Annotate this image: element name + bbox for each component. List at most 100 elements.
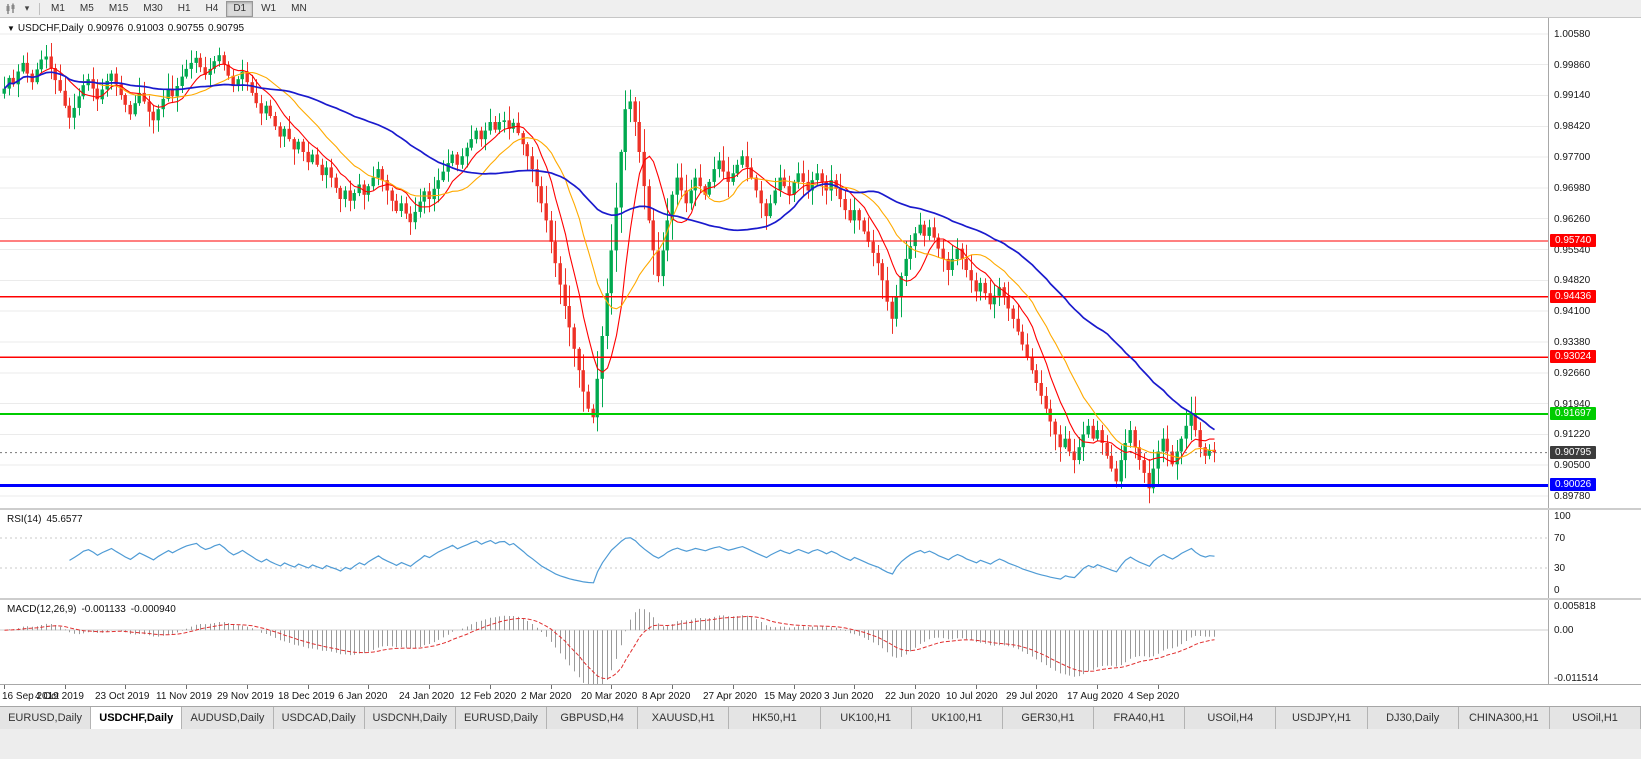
time-axis-label: 4 Oct 2019 (35, 691, 84, 702)
time-axis-label: 4 Sep 2020 (1128, 691, 1180, 702)
time-axis-tick (490, 685, 491, 689)
macd-indicator-value: -0.001133 (81, 604, 126, 615)
time-axis-tick (976, 685, 977, 689)
chart-tab-usoil-h4-13[interactable]: USOil,H4 (1185, 707, 1277, 729)
price-axis-label: 1.00580 (1554, 29, 1591, 40)
time-axis-label: 10 Jul 2020 (946, 691, 998, 702)
time-axis-label: 20 Mar 2020 (581, 691, 638, 702)
chart-tab-xauusd-h1-7[interactable]: XAUUSD,H1 (638, 707, 730, 729)
time-axis-label: 29 Nov 2019 (217, 691, 274, 702)
macd-signal-value: -0.000940 (130, 604, 176, 615)
rsi-label: RSI(14) 45.6577 (7, 514, 88, 525)
ohlc-open: 0.90976 (87, 23, 124, 34)
macd-chart[interactable] (0, 600, 1548, 684)
chart-marker-icon: ▼ (7, 24, 15, 33)
rsi-pane[interactable]: RSI(14) 45.6577 (0, 510, 1548, 598)
price-axis-label: 0.91940 (1554, 399, 1591, 410)
time-axis-tick (65, 685, 66, 689)
price-axis-label: 0.95540 (1554, 245, 1591, 256)
chart-tab-fra40-h1-12[interactable]: FRA40,H1 (1094, 707, 1186, 729)
chart-tab-ger30-h1-11[interactable]: GER30,H1 (1002, 707, 1095, 729)
time-axis-tick (551, 685, 552, 689)
chart-tab-uk100-h1-10[interactable]: UK100,H1 (911, 707, 1003, 729)
chart-tab-usoil-h1-17[interactable]: USOil,H1 (1549, 707, 1641, 729)
time-axis-label: 8 Apr 2020 (642, 691, 691, 702)
timeframe-button-w1[interactable]: W1 (261, 2, 277, 14)
rsi-chart[interactable] (0, 510, 1548, 598)
timeframe-toolbar: ▾ M1 M5 M15 M30 H1 H4 D1 W1 MN (0, 0, 1641, 18)
timeframe-button-m30[interactable]: M30 (143, 2, 163, 14)
time-axis-label: 12 Feb 2020 (460, 691, 517, 702)
chart-tab-china300-h1-16[interactable]: CHINA300,H1 (1458, 707, 1550, 729)
macd-axis-label: 0.005818 (1554, 601, 1596, 612)
price-axis-label: 0.98420 (1554, 121, 1591, 132)
time-axis-tick (247, 685, 248, 689)
chart-tab-usdchf-daily-1[interactable]: USDCHF,Daily (91, 707, 183, 729)
macd-axis-label: 0.00 (1554, 625, 1574, 636)
level-price-label: 0.91697 (1550, 407, 1597, 420)
chevron-down-icon[interactable]: ▾ (24, 3, 30, 13)
chart-tab-dj30-daily-15[interactable]: DJ30,Daily (1367, 707, 1459, 729)
price-axis-label: 0.92660 (1554, 368, 1591, 379)
time-axis-tick (611, 685, 612, 689)
timeframe-button-group: M1 M5 M15 M30 H1 H4 D1 W1 MN (44, 0, 314, 17)
symbol-name: USDCHF,Daily (17, 23, 84, 34)
chart-tab-usdjpy-h1-14[interactable]: USDJPY,H1 (1276, 707, 1368, 729)
time-axis-label: 22 Jun 2020 (885, 691, 941, 702)
price-axis-label: 0.94100 (1554, 306, 1591, 317)
chart-tab-hk50-h1-8[interactable]: HK50,H1 (729, 707, 821, 729)
price-axis-label: 0.97700 (1554, 152, 1591, 163)
pane-divider[interactable] (0, 508, 1641, 510)
macd-pane[interactable]: MACD(12,26,9) -0.001133 -0.000940 (0, 600, 1548, 684)
time-axis-tick (125, 685, 126, 689)
time-axis-tick (794, 685, 795, 689)
time-axis-label: 6 Jan 2020 (338, 691, 388, 702)
timeframe-button-h4[interactable]: H4 (205, 2, 219, 14)
candlestick-icon (6, 3, 15, 14)
time-axis-label: 23 Oct 2019 (95, 691, 150, 702)
timeframe-button-m1[interactable]: M1 (51, 2, 65, 14)
timeframe-button-h1[interactable]: H1 (177, 2, 191, 14)
timeframe-button-m5[interactable]: M5 (79, 2, 94, 14)
chart-tab-eurusd-daily-0[interactable]: EURUSD,Daily (0, 707, 92, 729)
rsi-indicator-name: RSI(14) (7, 514, 42, 525)
price-axis-label: 0.91220 (1554, 429, 1591, 440)
time-axis-label: 16 Sep 2019 (2, 691, 59, 702)
time-axis-tick (4, 685, 5, 689)
time-axis-label: 15 May 2020 (764, 691, 822, 702)
time-axis-tick (672, 685, 673, 689)
time-axis-tick (308, 685, 309, 689)
chart-tab-gbpusd-h4-6[interactable]: GBPUSD,H4 (547, 707, 639, 729)
time-axis-label: 11 Nov 2019 (156, 691, 212, 702)
candlestick-chart[interactable] (0, 18, 1548, 508)
rsi-indicator-value: 45.6577 (46, 514, 83, 525)
time-axis-tick (1097, 685, 1098, 689)
level-price-label: 0.95740 (1550, 234, 1597, 247)
price-axis-label: 0.89780 (1554, 491, 1591, 502)
chart-tab-usdcnh-daily-4[interactable]: USDCNH,Daily (364, 707, 456, 729)
macd-label: MACD(12,26,9) -0.001133 -0.000940 (7, 604, 181, 615)
price-axis[interactable]: 1.00580 0.99860 0.99140 0.98420 0.97700 0.969… (1548, 18, 1641, 684)
time-axis-tick (429, 685, 430, 689)
chart-tab-usdcad-daily-3[interactable]: USDCAD,Daily (273, 707, 365, 729)
pane-divider[interactable] (0, 598, 1641, 600)
time-axis-label: 29 Jul 2020 (1006, 691, 1058, 702)
time-axis-label: 17 Aug 2020 (1067, 691, 1124, 702)
chart-tab-uk100-h1-9[interactable]: UK100,H1 (820, 707, 912, 729)
timeframe-button-d1[interactable]: D1 (226, 0, 254, 17)
price-axis-label: 0.99140 (1554, 90, 1591, 101)
toolbar-separator (39, 2, 40, 15)
ohlc-close: 0.90795 (207, 23, 245, 34)
ohlc-low: 0.90755 (167, 23, 204, 34)
macd-indicator-name: MACD(12,26,9) (7, 604, 77, 615)
price-chart-pane[interactable]: ▼ USDCHF,Daily 0.90976 0.91003 0.90755 0.9079… (0, 18, 1548, 508)
chart-tab-audusd-daily-2[interactable]: AUDUSD,Daily (182, 707, 274, 729)
price-axis-label: 0.94820 (1554, 275, 1591, 286)
price-axis-label: 0.99860 (1554, 60, 1591, 71)
time-axis[interactable]: 16 Sep 2019 4 Oct 2019 23 Oct 2019 11 Nov 2… (0, 684, 1641, 706)
timeframe-button-m15[interactable]: M15 (108, 2, 129, 14)
level-price-label: 0.90026 (1550, 478, 1597, 491)
candlestick-chart-icon[interactable] (3, 1, 19, 16)
chart-tab-eurusd-daily-5[interactable]: EURUSD,Daily (455, 707, 548, 729)
timeframe-button-mn[interactable]: MN (291, 2, 307, 14)
